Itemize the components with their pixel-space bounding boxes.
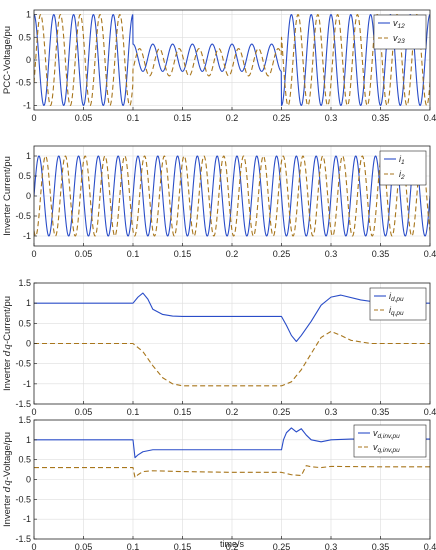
x-tick-label: 0.2 xyxy=(226,542,239,550)
x-tick-label: 0.3 xyxy=(325,407,338,417)
x-tick-label: 0 xyxy=(31,249,36,259)
panel-inverter-dq-voltage: 0 0.05 0.1 0.15 0.2 0.25 0.3 0.35 0.4 -1.5 -1 -0.5 0… xyxy=(2,415,436,550)
panel-inverter-current: 0 0.05 0.1 0.15 0.2 0.25 0.3 0.35 0.4 -1 -0.5 0 0.5 1… xyxy=(2,145,436,259)
y-tick-label: 0 xyxy=(26,55,31,65)
x-tick-label: 0.05 xyxy=(75,542,93,550)
panel-pcc-voltage: 0 0.05 0.1 0.15 0.2 0.25 0.3 0.35 0.4 -1 -0.5 0 0.5 1… xyxy=(2,10,436,123)
x-tick-label: 0.3 xyxy=(325,542,338,550)
y-tick-label: 1.5 xyxy=(18,278,31,288)
series-line-vd-inv-pu xyxy=(34,427,430,459)
legend-entry: vd,inv,pu xyxy=(373,428,400,440)
legend-entry: vq,inv,pu xyxy=(373,442,400,454)
y-tick-label: 0.5 xyxy=(18,171,31,181)
legend-entry: i1 xyxy=(399,154,405,166)
y-axis-label: Inverter dq-Current/pu xyxy=(2,296,13,391)
x-tick-label: 0.15 xyxy=(174,407,192,417)
y-tick-label: -0.5 xyxy=(15,78,31,88)
x-tick-label: 0.1 xyxy=(127,407,140,417)
legend-entry: iq,pu xyxy=(389,305,404,317)
x-tick-label: 0.05 xyxy=(75,407,93,417)
series-line-v12 xyxy=(34,14,430,106)
x-tick-label: 0.2 xyxy=(226,113,239,123)
x-tick-label: 0.15 xyxy=(174,542,192,550)
x-tick-label: 0.25 xyxy=(273,407,291,417)
series-line-i2 xyxy=(34,155,430,237)
y-tick-label: 1 xyxy=(26,298,31,308)
y-tick-label: -0.5 xyxy=(15,211,31,221)
y-tick-label: -0.5 xyxy=(15,494,31,504)
legend-box xyxy=(373,14,427,50)
x-tick-label: 0 xyxy=(31,113,36,123)
series-line-iq-pu xyxy=(34,330,430,387)
x-tick-label: 0.25 xyxy=(273,542,291,550)
legend-entry: v23 xyxy=(393,33,405,45)
y-tick-label: 0.5 xyxy=(18,318,31,328)
series-line-id-pu xyxy=(34,292,430,343)
x-tick-label: 0.3 xyxy=(325,249,338,259)
y-tick-label: 1 xyxy=(26,435,31,445)
series-line-i1 xyxy=(34,155,430,237)
y-axis-label: Inverter Current/pu xyxy=(2,156,13,236)
x-tick-label: 0.1 xyxy=(127,542,140,550)
y-tick-label: -1 xyxy=(23,514,31,524)
x-tick-label: 0.35 xyxy=(372,542,390,550)
x-tick-label: 0.15 xyxy=(174,113,192,123)
y-tick-label: -1 xyxy=(23,231,31,241)
legend-box xyxy=(379,150,427,186)
x-tick-label: 0.4 xyxy=(424,407,436,417)
x-tick-label: 0.2 xyxy=(226,407,239,417)
legend-entry: i2 xyxy=(399,169,405,181)
y-tick-label: -1 xyxy=(23,100,31,110)
y-axis-label: Inverter dq-Voltage/pu xyxy=(2,432,13,527)
x-tick-label: 0.4 xyxy=(424,542,436,550)
y-tick-label: 0.5 xyxy=(18,455,31,465)
x-tick-label: 0.35 xyxy=(372,249,390,259)
legend-box xyxy=(369,287,427,321)
y-tick-label: 0 xyxy=(26,191,31,201)
x-tick-label: 0.25 xyxy=(273,249,291,259)
panel-inverter-dq-current: 0 0.05 0.1 0.15 0.2 0.25 0.3 0.35 0.4 -1.5 -1 -0.5 0… xyxy=(2,278,436,417)
x-tick-label: 0.35 xyxy=(372,407,390,417)
x-tick-label: 0.05 xyxy=(75,249,93,259)
y-tick-label: 1 xyxy=(26,10,31,20)
x-tick-label: 0.4 xyxy=(424,113,436,123)
x-tick-label: 0.3 xyxy=(325,113,338,123)
x-tick-label: 0 xyxy=(31,407,36,417)
y-tick-label: -1.5 xyxy=(15,534,31,544)
y-tick-label: 1.5 xyxy=(18,415,31,425)
y-axis-label: PCC-Voltage/pu xyxy=(2,26,13,94)
x-tick-label: 0.25 xyxy=(273,113,291,123)
series-line-vq-inv-pu xyxy=(34,465,430,479)
x-tick-label: 0.1 xyxy=(127,249,140,259)
x-tick-label: 0 xyxy=(31,542,36,550)
y-tick-label: 0 xyxy=(26,339,31,349)
y-tick-label: 1 xyxy=(26,151,31,161)
x-tick-label: 0.1 xyxy=(127,113,140,123)
x-tick-label: 0.35 xyxy=(372,113,390,123)
y-tick-label: -1 xyxy=(23,379,31,389)
legend-box xyxy=(353,424,427,458)
y-tick-label: 0.5 xyxy=(18,32,31,42)
y-tick-label: -1.5 xyxy=(15,399,31,409)
x-axis-label: time/s xyxy=(220,539,245,549)
x-tick-label: 0.2 xyxy=(226,249,239,259)
x-tick-label: 0.05 xyxy=(75,113,93,123)
legend-entry: id,pu xyxy=(389,291,404,303)
y-tick-label: 0 xyxy=(26,475,31,485)
series-line-v23 xyxy=(34,14,430,106)
legend-entry: v12 xyxy=(393,18,405,30)
x-tick-label: 0.4 xyxy=(424,249,436,259)
x-tick-label: 0.15 xyxy=(174,249,192,259)
y-tick-label: -0.5 xyxy=(15,359,31,369)
